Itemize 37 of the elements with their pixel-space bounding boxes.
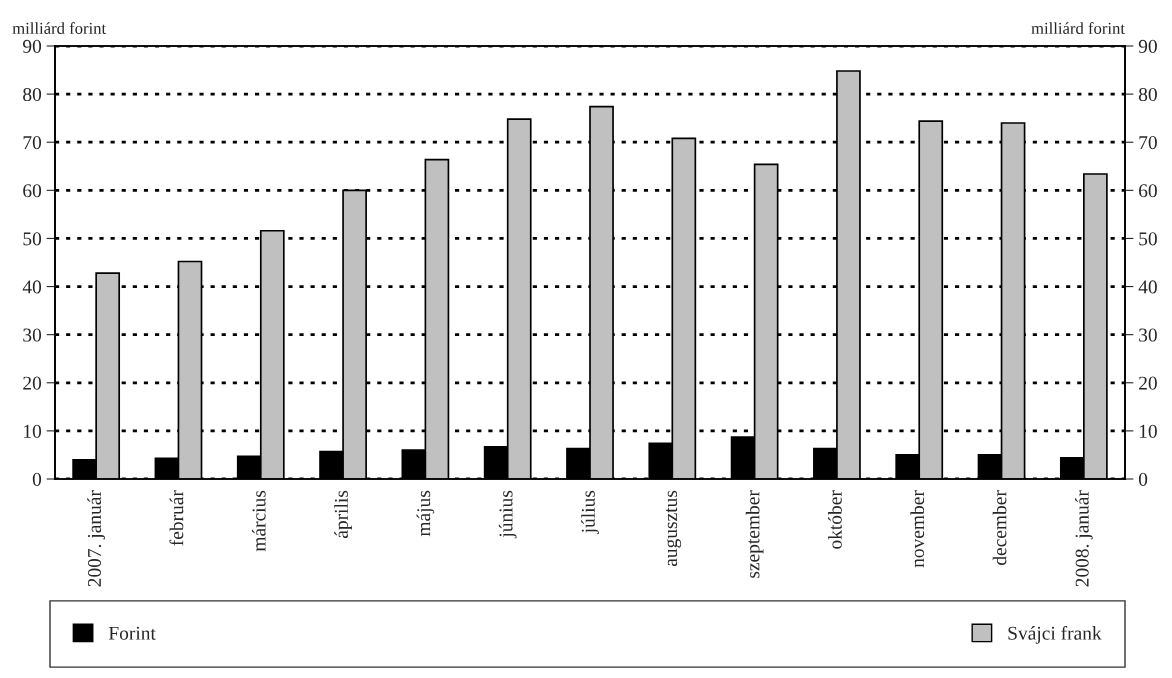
y2-tick-label: 0 — [1138, 472, 1148, 486]
x-tick-label: július — [581, 490, 599, 534]
y-tick-label: 90 — [22, 39, 42, 53]
x-tick-label: 2007. január — [87, 490, 105, 587]
y-tick-label: 0 — [32, 472, 42, 486]
x-tick-label: október — [828, 490, 842, 549]
y-tick-label: 60 — [23, 184, 42, 198]
y2-tick-label: 40 — [1138, 280, 1157, 294]
legend-label: Forint — [108, 626, 156, 640]
y2-tick-label: 80 — [1138, 87, 1157, 102]
y2-tick-label: 90 — [1138, 39, 1157, 53]
x-tick-label: június — [498, 490, 517, 539]
y2-tick-label: 10 — [1139, 424, 1157, 438]
x-tick-label: 2008. január — [1075, 490, 1093, 587]
y-axis-title: milliárd forint — [12, 22, 107, 34]
y2-tick-label: 70 — [1139, 136, 1157, 150]
x-tick-label: december — [992, 490, 1007, 565]
y-tick-label: 20 — [23, 376, 42, 390]
y-tick-label: 10 — [24, 424, 42, 438]
x-tick-label: május — [416, 490, 435, 537]
x-tick-label: szeptember — [745, 490, 764, 578]
y-tick-label: 50 — [23, 232, 42, 246]
y2-tick-label: 60 — [1139, 184, 1157, 198]
y2-tick-label: 30 — [1139, 328, 1157, 342]
y-tick-label: 70 — [23, 136, 42, 150]
x-tick-label: augusztus — [665, 490, 682, 567]
x-tick-label: április — [334, 490, 352, 539]
x-tick-label: november — [910, 490, 925, 568]
y2-axis-title: milliárd forint — [1031, 22, 1125, 34]
y2-tick-label: 20 — [1139, 376, 1157, 390]
x-tick-label: február — [169, 490, 184, 546]
y-tick-label: 80 — [23, 87, 42, 102]
x-tick-label: március — [251, 490, 266, 552]
y-tick-label: 30 — [23, 328, 42, 342]
legend-label: Svájci frank — [1008, 625, 1102, 644]
y-tick-label: 40 — [22, 280, 42, 294]
y2-tick-label: 50 — [1139, 232, 1157, 246]
